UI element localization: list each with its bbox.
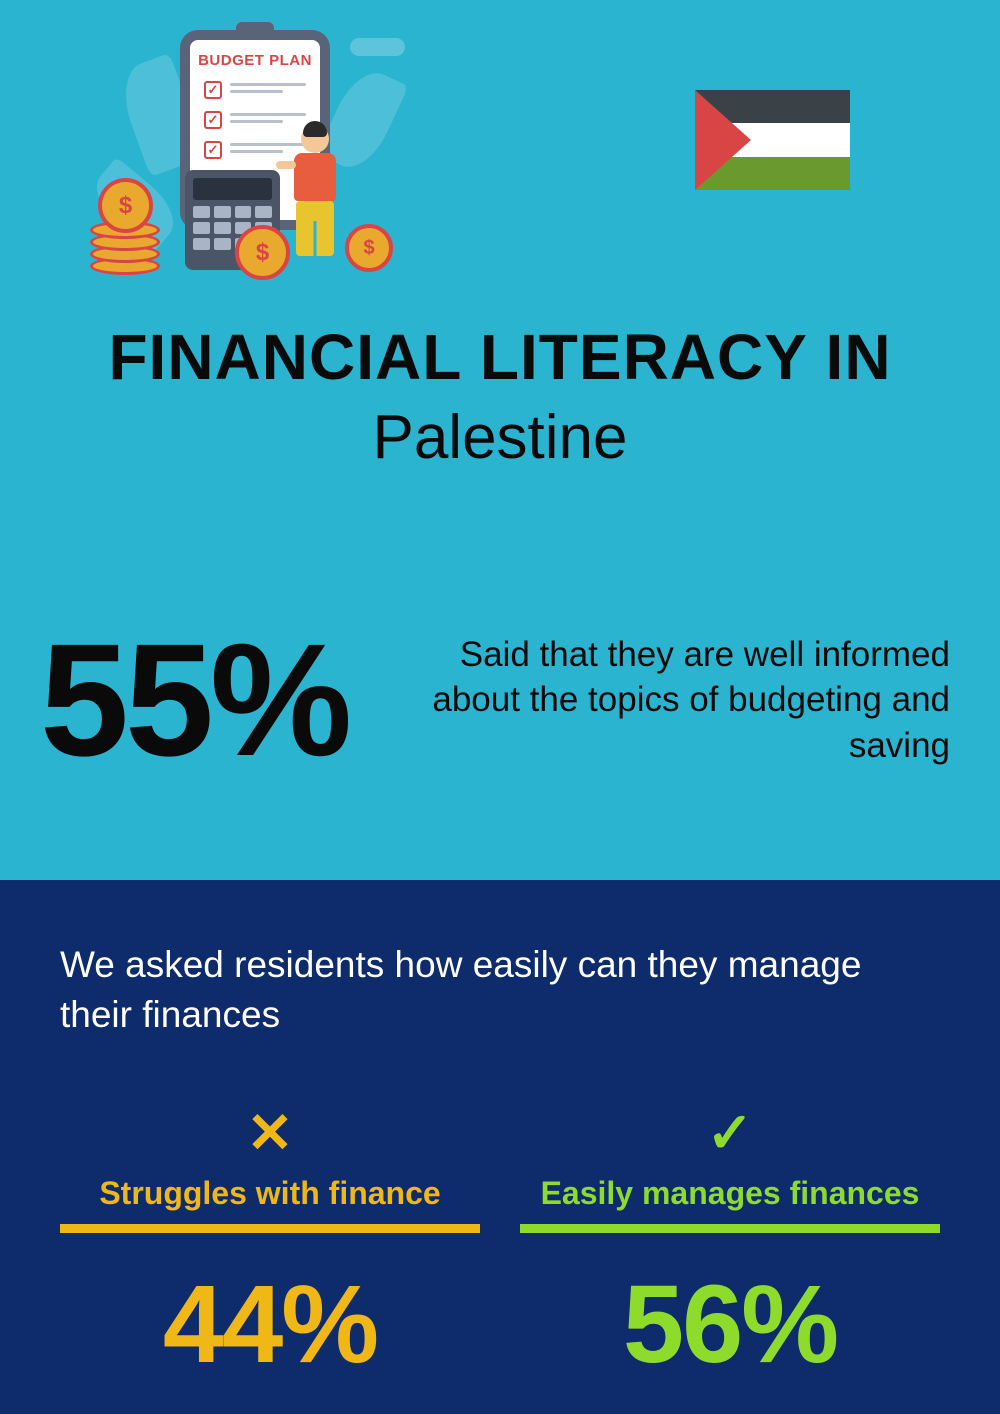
- cloud-decoration: [350, 38, 405, 56]
- bottom-section: We asked residents how easily can they m…: [0, 880, 1000, 1414]
- main-stat: 55% Said that they are well informed abo…: [40, 620, 950, 780]
- struggles-column: ✕ Struggles with finance 44%: [60, 1105, 480, 1388]
- struggles-label: Struggles with finance: [60, 1175, 480, 1212]
- survey-question: We asked residents how easily can they m…: [60, 940, 880, 1040]
- main-stat-percent: 55%: [40, 620, 348, 780]
- manages-label: Easily manages finances: [520, 1175, 940, 1212]
- main-stat-description: Said that they are well informed about t…: [378, 632, 950, 769]
- top-section: BUDGET PLAN ✓ ✓ ✓ $ $ $ FINANCIA: [0, 0, 1000, 880]
- title-main: FINANCIAL LITERACY IN: [0, 320, 1000, 394]
- comparison-row: ✕ Struggles with finance 44% ✓ Easily ma…: [60, 1105, 940, 1388]
- manages-underline: [520, 1224, 940, 1233]
- person-icon: [285, 125, 345, 275]
- title-country: Palestine: [0, 402, 1000, 473]
- struggles-percent: 44%: [60, 1261, 480, 1388]
- coins-stack-icon: $: [90, 205, 170, 275]
- struggles-underline: [60, 1224, 480, 1233]
- check-icon: ✓: [520, 1105, 940, 1161]
- coin-icon: $: [345, 224, 393, 272]
- palestine-flag: [695, 90, 850, 190]
- flag-triangle: [695, 90, 751, 190]
- coin-icon: $: [235, 225, 290, 280]
- clipboard-label: BUDGET PLAN: [190, 52, 320, 69]
- budget-illustration: BUDGET PLAN ✓ ✓ ✓ $ $ $: [90, 20, 410, 290]
- manages-column: ✓ Easily manages finances 56%: [520, 1105, 940, 1388]
- title-block: FINANCIAL LITERACY IN Palestine: [0, 320, 1000, 473]
- x-icon: ✕: [60, 1105, 480, 1161]
- manages-percent: 56%: [520, 1261, 940, 1388]
